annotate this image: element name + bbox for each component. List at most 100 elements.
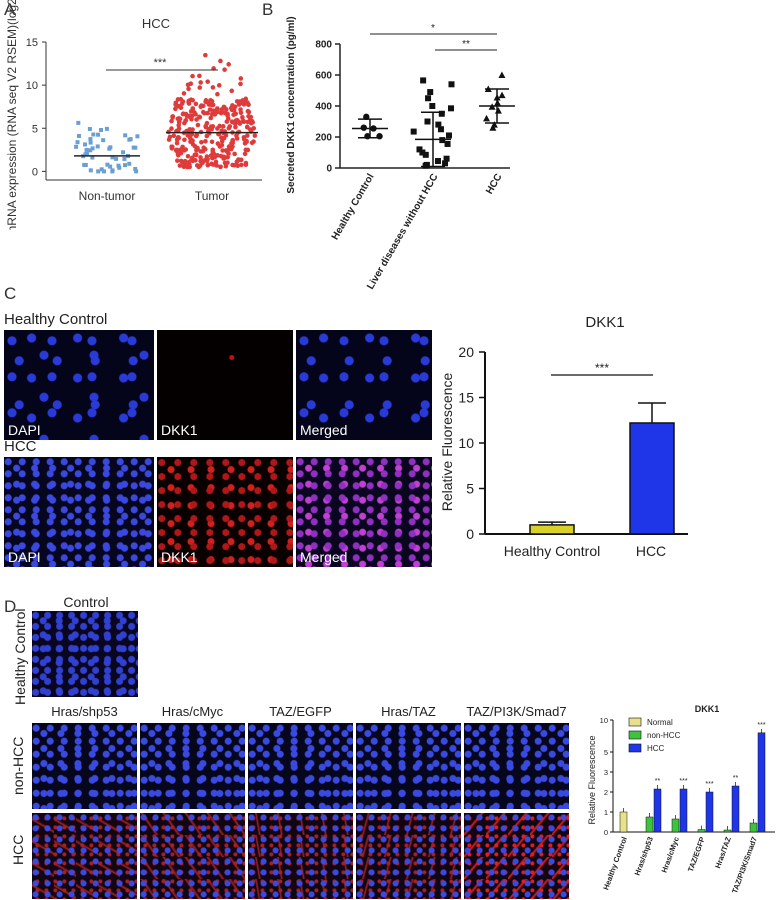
panel-d-ytick-label: 2	[604, 788, 608, 797]
panel-a-point-tumor	[184, 160, 189, 166]
panel-a-point-tumor	[226, 151, 231, 156]
micrograph-caption: DAPI	[8, 422, 41, 438]
panel-a-point-nontumor	[108, 164, 113, 169]
panel-a-point-nontumor	[104, 126, 109, 131]
panel-a-point-nontumor	[122, 156, 127, 161]
panel-a-ytick-label: 15	[26, 37, 38, 49]
panel-b-point-liver	[435, 121, 442, 128]
panel-a-point-tumor	[251, 125, 257, 131]
panel-a-point-nontumor	[101, 138, 106, 143]
micrograph-caption: Merged	[300, 422, 348, 438]
panel-a-point-tumor	[206, 131, 212, 136]
panel-a-point-tumor	[238, 81, 243, 87]
panel-a-point-tumor	[222, 67, 227, 72]
panel-c-xtick-1: HCC	[636, 543, 666, 559]
panel-b-point-liver	[448, 81, 455, 88]
panel-b-chart: Secreted DKK1 concentration (pg/ml) 0 200…	[286, 16, 515, 292]
panel-a-chart: HCC mRNA expression (RNA seq V2 RSEM)(lo…	[5, 0, 262, 230]
panel-d-row-label-nonhcc: non-HCC	[10, 736, 26, 795]
panel-a-point-tumor	[217, 123, 222, 129]
panel-a-point-nontumor	[105, 162, 110, 167]
panel-a-point-tumor	[209, 111, 215, 117]
panel-c-title: DKK1	[585, 314, 624, 331]
panel-a-point-tumor	[169, 118, 174, 124]
panel-a-point-tumor	[216, 83, 222, 88]
panel-b-point-liver	[434, 158, 441, 165]
panel-a-point-tumor	[249, 140, 255, 146]
panel-a-point-nontumor	[87, 127, 92, 132]
panel-a-point-nontumor	[134, 169, 139, 174]
panel-b-point-liver	[445, 132, 452, 139]
panel-a-point-tumor	[236, 157, 241, 162]
panel-a-point-tumor	[193, 101, 199, 107]
panel-a-point-tumor	[195, 122, 201, 128]
panel-a-point-nontumor	[123, 133, 128, 138]
panel-a-point-nontumor	[83, 142, 88, 147]
panel-d-ylabel: Relative Fluorescence	[587, 735, 597, 824]
micrograph-d-nonhcc-2	[140, 723, 245, 809]
panel-d-bar	[653, 788, 662, 833]
panel-b-point-liver	[439, 137, 446, 144]
panel-d-bar	[645, 816, 654, 833]
panel-b-point-hcc	[489, 124, 497, 131]
panel-b-ytick-label: 800	[315, 40, 332, 51]
panel-d-title: DKK1	[695, 704, 720, 714]
panel-a-point-nontumor	[82, 162, 87, 167]
panel-a-point-tumor	[218, 164, 223, 170]
panel-a-point-tumor	[171, 133, 177, 139]
panel-label-d: D	[4, 597, 17, 616]
panel-d-column-label: Hras/shp53	[51, 704, 118, 719]
panel-a-ytick-label: 0	[32, 166, 38, 178]
panel-a-point-tumor	[179, 101, 185, 106]
panel-a-point-tumor	[198, 80, 204, 85]
panel-a-point-tumor	[167, 134, 173, 140]
panel-a-point-tumor	[244, 124, 250, 130]
panel-a-point-tumor	[203, 123, 209, 129]
panel-a-point-tumor	[203, 52, 208, 58]
panel-a-point-nontumor	[107, 146, 112, 151]
panel-a-point-tumor	[194, 117, 199, 122]
panel-a-point-tumor	[242, 151, 248, 157]
panel-b-xtick-0: Healthy Control	[330, 172, 377, 242]
panel-b-point-liver	[422, 151, 429, 158]
panel-a-point-tumor	[233, 111, 238, 117]
panel-b-point-control	[360, 124, 367, 131]
panel-a-point-tumor	[210, 124, 216, 129]
panel-a-point-tumor	[186, 86, 191, 92]
panel-d-legend-swatch	[628, 743, 642, 753]
panel-d-ytick-label: 1	[604, 808, 608, 817]
panel-a-ytick-label: 5	[32, 123, 38, 135]
panel-a-point-tumor	[198, 104, 204, 110]
panel-a-point-tumor	[240, 115, 245, 120]
panel-a-point-tumor	[199, 139, 204, 145]
panel-a-point-tumor	[215, 141, 221, 146]
panel-d-xtick-label: Healthy Control	[601, 836, 629, 892]
panel-a-point-tumor	[230, 162, 235, 168]
panel-a-point-nontumor	[110, 169, 115, 174]
panel-a-point-tumor	[198, 155, 203, 160]
panel-a-point-tumor	[221, 135, 227, 141]
micrograph-caption: Merged	[300, 549, 348, 565]
panel-a-point-tumor	[210, 85, 216, 90]
panel-a-point-nontumor	[121, 150, 126, 155]
panel-a-point-tumor	[215, 106, 220, 111]
panel-d-bar	[749, 822, 758, 833]
panel-b-sig-label-1: *	[431, 23, 435, 34]
panel-b-point-liver	[419, 149, 426, 156]
panel-a-ylabel: mRNA expression (RNA seq V2 RSEM)(log2)	[5, 0, 19, 230]
panel-a-point-tumor	[177, 116, 183, 122]
panel-b-point-liver	[410, 128, 417, 135]
panel-a-point-tumor	[190, 73, 195, 79]
panel-a-point-nontumor	[135, 134, 140, 139]
panel-d-column-label: TAZ/PI3K/Smad7	[466, 704, 567, 719]
panel-d-bar	[757, 732, 766, 833]
panel-a-point-tumor	[173, 100, 179, 106]
panel-b-ytick-label: 400	[315, 102, 332, 113]
panel-a-point-tumor	[181, 147, 187, 153]
panel-a-point-nontumor	[88, 168, 93, 173]
panel-b-point-hcc	[494, 107, 502, 114]
panel-a-title: HCC	[142, 16, 170, 31]
panel-a-point-tumor	[227, 124, 233, 129]
micrograph-d-hcc-1	[32, 813, 137, 899]
panel-b-point-liver	[420, 77, 427, 84]
